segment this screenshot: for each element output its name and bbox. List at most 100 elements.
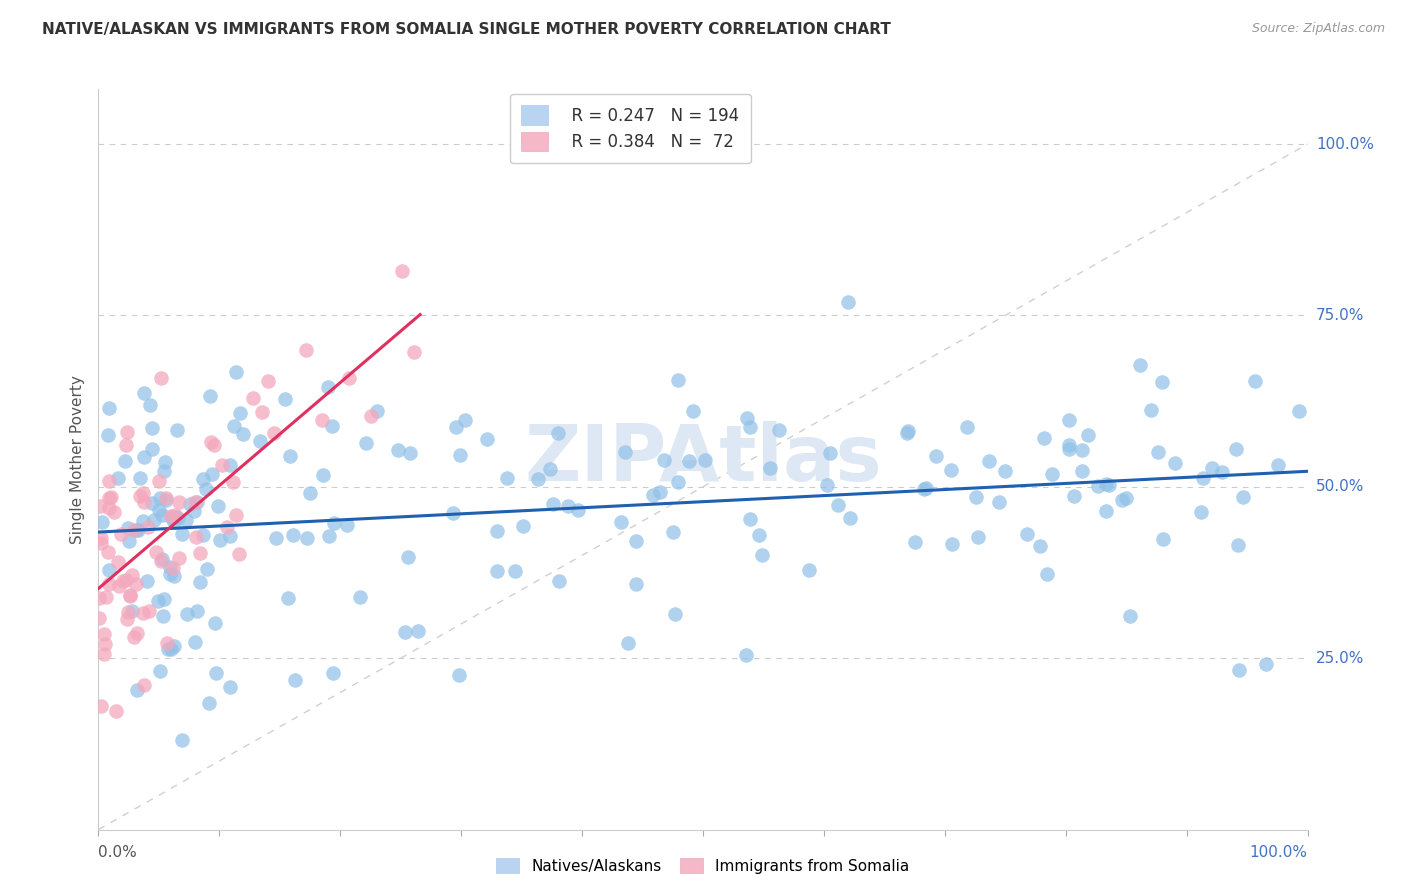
- Point: [150, 508, 173, 523]
- Point: [149, 664, 172, 678]
- Point: [155, 493, 177, 508]
- Point: [169, 551, 191, 566]
- Point: [316, 380, 339, 394]
- Point: [402, 344, 425, 359]
- Point: [526, 472, 548, 486]
- Legend:   R = 0.247   N = 194,   R = 0.384   N =  72: R = 0.247 N = 194, R = 0.384 N = 72: [510, 94, 751, 163]
- Point: [1057, 438, 1080, 452]
- Point: [167, 495, 190, 509]
- Point: [132, 386, 155, 401]
- Point: [264, 531, 287, 545]
- Point: [277, 591, 299, 605]
- Point: [94, 590, 117, 604]
- Point: [322, 665, 344, 680]
- Point: [148, 594, 170, 608]
- Point: [163, 640, 186, 654]
- Point: [91, 515, 114, 529]
- Point: [446, 419, 468, 434]
- Point: [318, 529, 340, 543]
- Point: [198, 389, 221, 403]
- Point: [188, 575, 211, 590]
- Point: [1226, 537, 1249, 551]
- Point: [897, 424, 920, 438]
- Point: [391, 264, 413, 278]
- Point: [94, 637, 117, 651]
- Text: ZIPAtlas: ZIPAtlas: [524, 421, 882, 498]
- Point: [162, 561, 184, 575]
- Point: [1071, 443, 1094, 458]
- Point: [610, 516, 633, 530]
- Text: 72: 72: [711, 139, 740, 157]
- Point: [155, 491, 177, 505]
- Point: [838, 511, 860, 525]
- Point: [1071, 464, 1094, 478]
- Point: [661, 524, 683, 539]
- Point: [1139, 402, 1161, 417]
- Point: [198, 696, 221, 710]
- Point: [503, 564, 526, 578]
- Point: [132, 606, 155, 620]
- Point: [475, 433, 498, 447]
- Point: [184, 495, 207, 509]
- Point: [153, 592, 176, 607]
- Point: [145, 544, 167, 558]
- Point: [150, 553, 173, 567]
- Point: [229, 406, 252, 420]
- Point: [797, 563, 820, 577]
- Point: [297, 531, 319, 545]
- Point: [132, 514, 155, 528]
- Point: [915, 482, 938, 496]
- Point: [129, 471, 152, 485]
- Point: [98, 563, 121, 577]
- Point: [219, 529, 242, 543]
- Point: [225, 365, 247, 379]
- Point: [193, 528, 215, 542]
- Point: [156, 641, 179, 656]
- Point: [941, 537, 963, 551]
- Point: [160, 641, 183, 656]
- Point: [114, 573, 136, 587]
- Point: [103, 505, 125, 519]
- Text: NATIVE/ALASKAN VS IMMIGRANTS FROM SOMALIA SINGLE MOTHER POVERTY CORRELATION CHAR: NATIVE/ALASKAN VS IMMIGRANTS FROM SOMALI…: [42, 22, 891, 37]
- Point: [540, 462, 562, 476]
- Point: [977, 454, 1000, 468]
- Point: [512, 519, 534, 533]
- Point: [751, 548, 773, 562]
- Point: [626, 576, 648, 591]
- Point: [738, 512, 761, 526]
- Point: [219, 458, 242, 473]
- Point: [107, 555, 129, 569]
- Point: [118, 534, 141, 549]
- Text: R =: R =: [582, 139, 619, 157]
- Point: [758, 461, 780, 475]
- Point: [174, 513, 197, 527]
- Point: [93, 647, 115, 661]
- Point: [97, 577, 120, 591]
- Point: [449, 448, 471, 462]
- Point: [322, 516, 344, 530]
- Point: [1087, 479, 1109, 493]
- Point: [89, 499, 111, 513]
- Point: [311, 413, 333, 427]
- Point: [652, 453, 675, 467]
- Point: [87, 591, 110, 605]
- Point: [547, 425, 569, 440]
- Point: [994, 464, 1017, 478]
- Point: [1059, 442, 1081, 456]
- Point: [666, 475, 689, 490]
- Point: [740, 420, 762, 434]
- Point: [104, 704, 127, 718]
- Point: [166, 423, 188, 437]
- Text: N =: N =: [679, 106, 716, 124]
- Point: [1028, 539, 1050, 553]
- Point: [159, 566, 181, 581]
- Point: [132, 485, 155, 500]
- Point: [616, 636, 638, 650]
- Text: 0.247: 0.247: [614, 106, 666, 124]
- Point: [138, 398, 160, 412]
- Point: [98, 501, 121, 516]
- Point: [1063, 489, 1085, 503]
- Point: [737, 411, 759, 425]
- Text: 0.384: 0.384: [614, 139, 666, 157]
- Point: [1256, 657, 1278, 671]
